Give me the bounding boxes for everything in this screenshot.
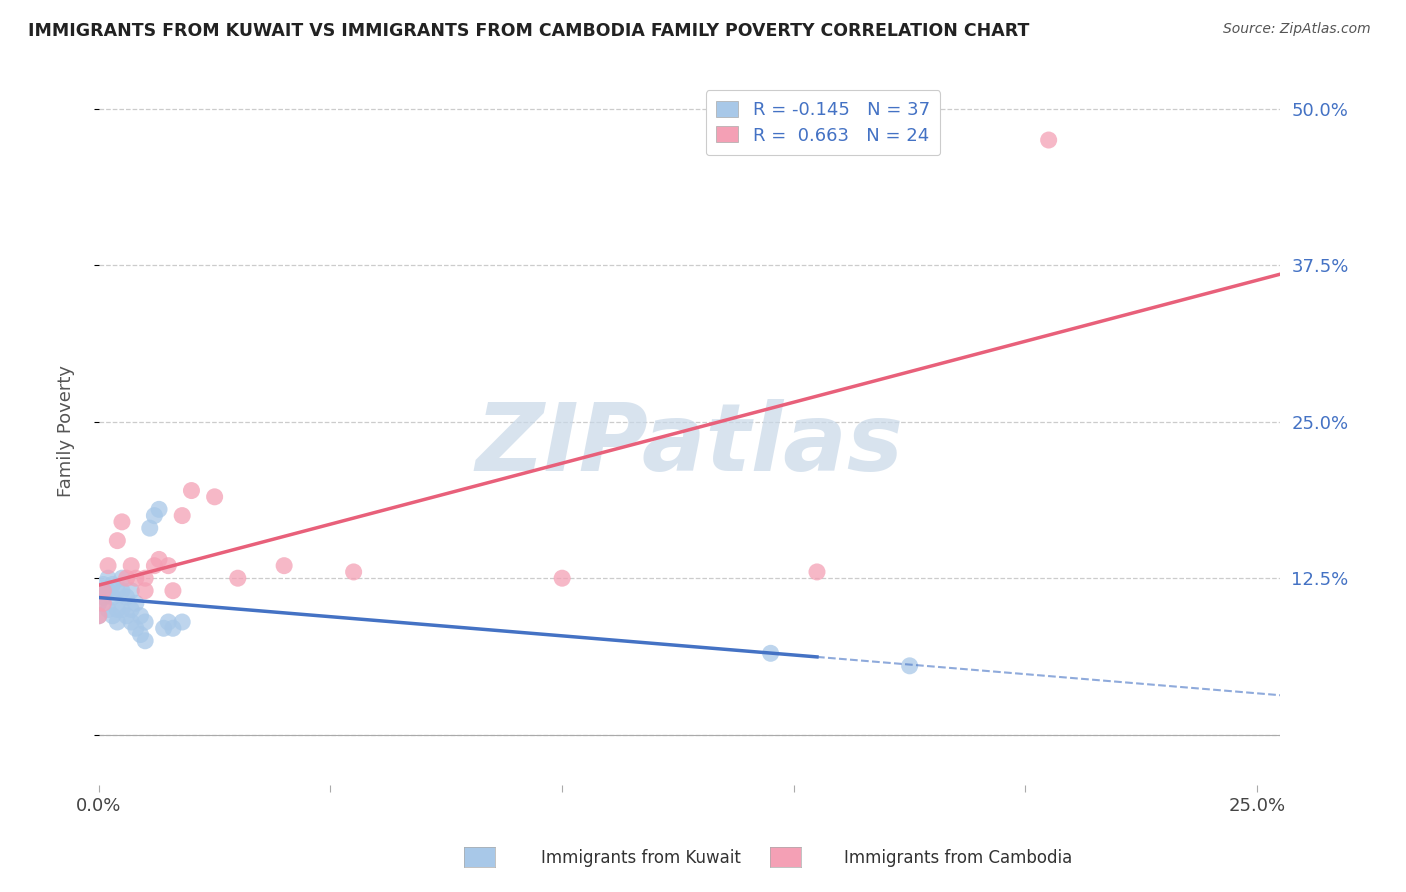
Point (759, 646, 782, 660)
Point (115, 608, 138, 623)
Point (120, 558, 142, 573)
Legend: R = -0.145   N = 37, R =  0.663   N = 24: R = -0.145 N = 37, R = 0.663 N = 24 (706, 90, 941, 155)
Y-axis label: Family Poverty: Family Poverty (58, 365, 75, 497)
Point (101, 608, 124, 623)
Point (125, 571, 148, 585)
Point (93, 577, 115, 591)
Point (105, 615, 128, 629)
Point (115, 590, 138, 604)
Point (120, 602, 142, 616)
Point (134, 583, 156, 598)
Point (101, 590, 124, 604)
Point (120, 583, 142, 598)
Point (129, 627, 152, 641)
Point (273, 558, 295, 573)
Point (1038, 133, 1060, 147)
Point (129, 608, 152, 623)
Point (87, 583, 110, 598)
Point (162, 621, 184, 635)
Text: IMMIGRANTS FROM KUWAIT VS IMMIGRANTS FROM CAMBODIA FAMILY POVERTY CORRELATION CH: IMMIGRANTS FROM KUWAIT VS IMMIGRANTS FRO… (28, 22, 1029, 40)
Point (125, 596, 148, 610)
Point (157, 615, 180, 629)
Point (148, 552, 170, 566)
Point (111, 515, 134, 529)
Text: Source: ZipAtlas.com: Source: ZipAtlas.com (1223, 22, 1371, 37)
Point (143, 508, 166, 523)
Point (134, 571, 156, 585)
Point (139, 521, 162, 535)
Point (162, 583, 184, 598)
Point (806, 565, 828, 579)
Point (172, 508, 194, 523)
Point (898, 658, 921, 673)
Point (180, 483, 202, 498)
Text: Immigrants from Kuwait: Immigrants from Kuwait (541, 849, 741, 867)
Point (134, 615, 156, 629)
Text: Immigrants from Cambodia: Immigrants from Cambodia (844, 849, 1071, 867)
Point (172, 615, 194, 629)
Point (93, 596, 115, 610)
Point (134, 633, 156, 648)
Point (226, 571, 249, 585)
Point (551, 571, 574, 585)
Text: ZIPatlas: ZIPatlas (475, 400, 904, 491)
Point (143, 558, 166, 573)
Point (97, 571, 120, 585)
Point (87, 608, 110, 623)
Point (115, 571, 138, 585)
Point (111, 583, 134, 598)
Point (93, 590, 115, 604)
Point (97, 558, 120, 573)
Point (105, 602, 128, 616)
Point (148, 502, 170, 516)
Point (157, 558, 180, 573)
Point (87, 608, 110, 623)
Point (105, 583, 128, 598)
Point (152, 621, 174, 635)
Point (97, 583, 120, 598)
Point (204, 490, 226, 504)
Point (87, 596, 110, 610)
Point (105, 533, 128, 548)
Point (101, 577, 124, 591)
Point (120, 615, 142, 629)
Point (111, 602, 134, 616)
Point (111, 571, 134, 585)
Point (343, 565, 366, 579)
Point (97, 602, 120, 616)
Point (125, 621, 148, 635)
Point (93, 583, 115, 598)
